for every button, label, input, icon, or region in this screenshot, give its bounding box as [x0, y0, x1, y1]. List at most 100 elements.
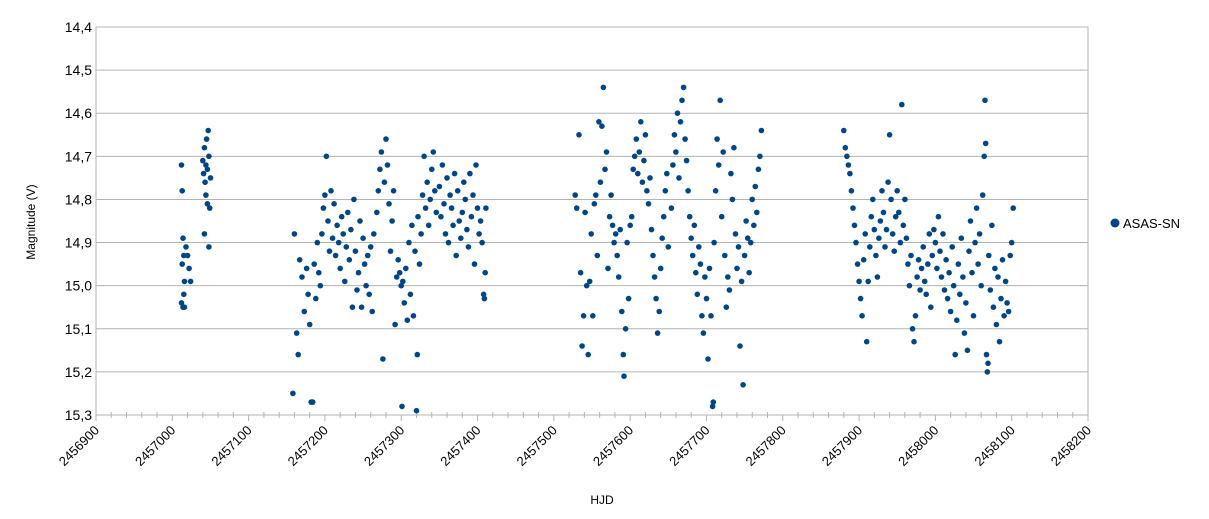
data-point — [427, 196, 434, 203]
data-point — [944, 295, 951, 302]
data-point — [891, 248, 897, 254]
data-point — [921, 278, 928, 285]
data-point — [735, 244, 742, 250]
data-point — [645, 201, 652, 207]
data-point — [479, 239, 485, 246]
data-point — [403, 265, 409, 272]
data-point — [311, 261, 318, 267]
data-point — [958, 235, 965, 241]
data-point — [433, 209, 440, 216]
data-point — [591, 201, 598, 207]
data-point — [354, 287, 360, 293]
data-point — [874, 274, 881, 280]
data-point — [424, 179, 431, 185]
data-point — [635, 170, 641, 177]
data-point — [973, 205, 980, 211]
data-point — [617, 226, 623, 233]
plot-frame — [95, 26, 1089, 416]
data-point — [429, 166, 435, 173]
data-point — [659, 235, 665, 241]
y-tick-label: 15,2 — [65, 364, 92, 380]
data-point — [361, 261, 368, 267]
data-point — [888, 196, 894, 203]
data-point — [183, 244, 189, 250]
y-tick-labels: 14,4 14,5 14,6 14,7 14,8 14,9 15,0 15,1 15,2 15,3 — [65, 19, 92, 423]
data-point — [630, 166, 636, 173]
data-point — [204, 166, 211, 173]
data-point — [355, 269, 362, 276]
data-point — [580, 313, 587, 319]
data-point — [615, 274, 622, 280]
data-point — [467, 170, 473, 177]
data-point — [415, 213, 421, 220]
data-point — [641, 157, 647, 164]
data-point — [654, 330, 661, 336]
data-point — [877, 218, 884, 224]
data-point — [309, 399, 316, 405]
data-point — [206, 244, 212, 250]
data-point — [868, 213, 875, 220]
data-point — [985, 360, 991, 367]
data-point — [337, 265, 344, 272]
data-point — [986, 252, 992, 259]
data-point — [677, 119, 684, 125]
data-point — [961, 330, 968, 336]
data-point — [290, 390, 296, 397]
data-point — [573, 205, 580, 211]
data-point — [892, 213, 899, 220]
data-point — [706, 265, 713, 272]
data-point — [583, 282, 590, 289]
data-point — [969, 269, 975, 276]
data-point — [682, 136, 688, 142]
data-point — [328, 188, 334, 194]
data-point — [179, 188, 185, 194]
data-point — [685, 188, 691, 194]
data-point — [392, 321, 398, 328]
data-point — [715, 162, 722, 168]
data-point — [928, 304, 934, 311]
data-point — [722, 252, 728, 259]
data-point — [859, 313, 865, 319]
data-point — [291, 231, 298, 237]
data-point — [377, 166, 383, 173]
data-point — [999, 257, 1006, 263]
data-point — [378, 149, 385, 155]
data-point — [357, 218, 363, 224]
data-point — [906, 282, 913, 289]
data-point — [857, 295, 864, 302]
data-point — [577, 269, 584, 276]
data-point — [619, 308, 625, 315]
data-point — [201, 144, 208, 151]
data-point — [674, 110, 681, 116]
data-point — [746, 269, 752, 276]
data-point — [757, 153, 763, 160]
data-point — [720, 149, 726, 155]
data-point — [700, 330, 707, 336]
data-point — [612, 231, 619, 237]
data-point — [885, 179, 891, 185]
data-point — [386, 201, 392, 207]
data-point — [853, 239, 859, 246]
data-point — [305, 291, 311, 298]
data-point — [749, 196, 755, 203]
data-point — [871, 226, 878, 233]
data-point — [995, 274, 1001, 280]
data-point — [421, 153, 427, 160]
data-point — [870, 196, 876, 203]
data-point — [572, 192, 578, 198]
data-point — [474, 205, 481, 211]
y-tick-label: 14,5 — [65, 62, 92, 78]
data-point — [181, 291, 187, 298]
data-point — [470, 192, 476, 198]
data-point — [331, 201, 337, 207]
data-point — [582, 209, 588, 216]
data-point — [480, 291, 487, 298]
data-point — [406, 239, 412, 246]
data-point — [983, 351, 990, 358]
data-point — [657, 265, 664, 272]
data-point — [448, 205, 455, 211]
data-point — [414, 351, 421, 358]
data-point — [296, 257, 303, 263]
data-point — [441, 201, 447, 207]
